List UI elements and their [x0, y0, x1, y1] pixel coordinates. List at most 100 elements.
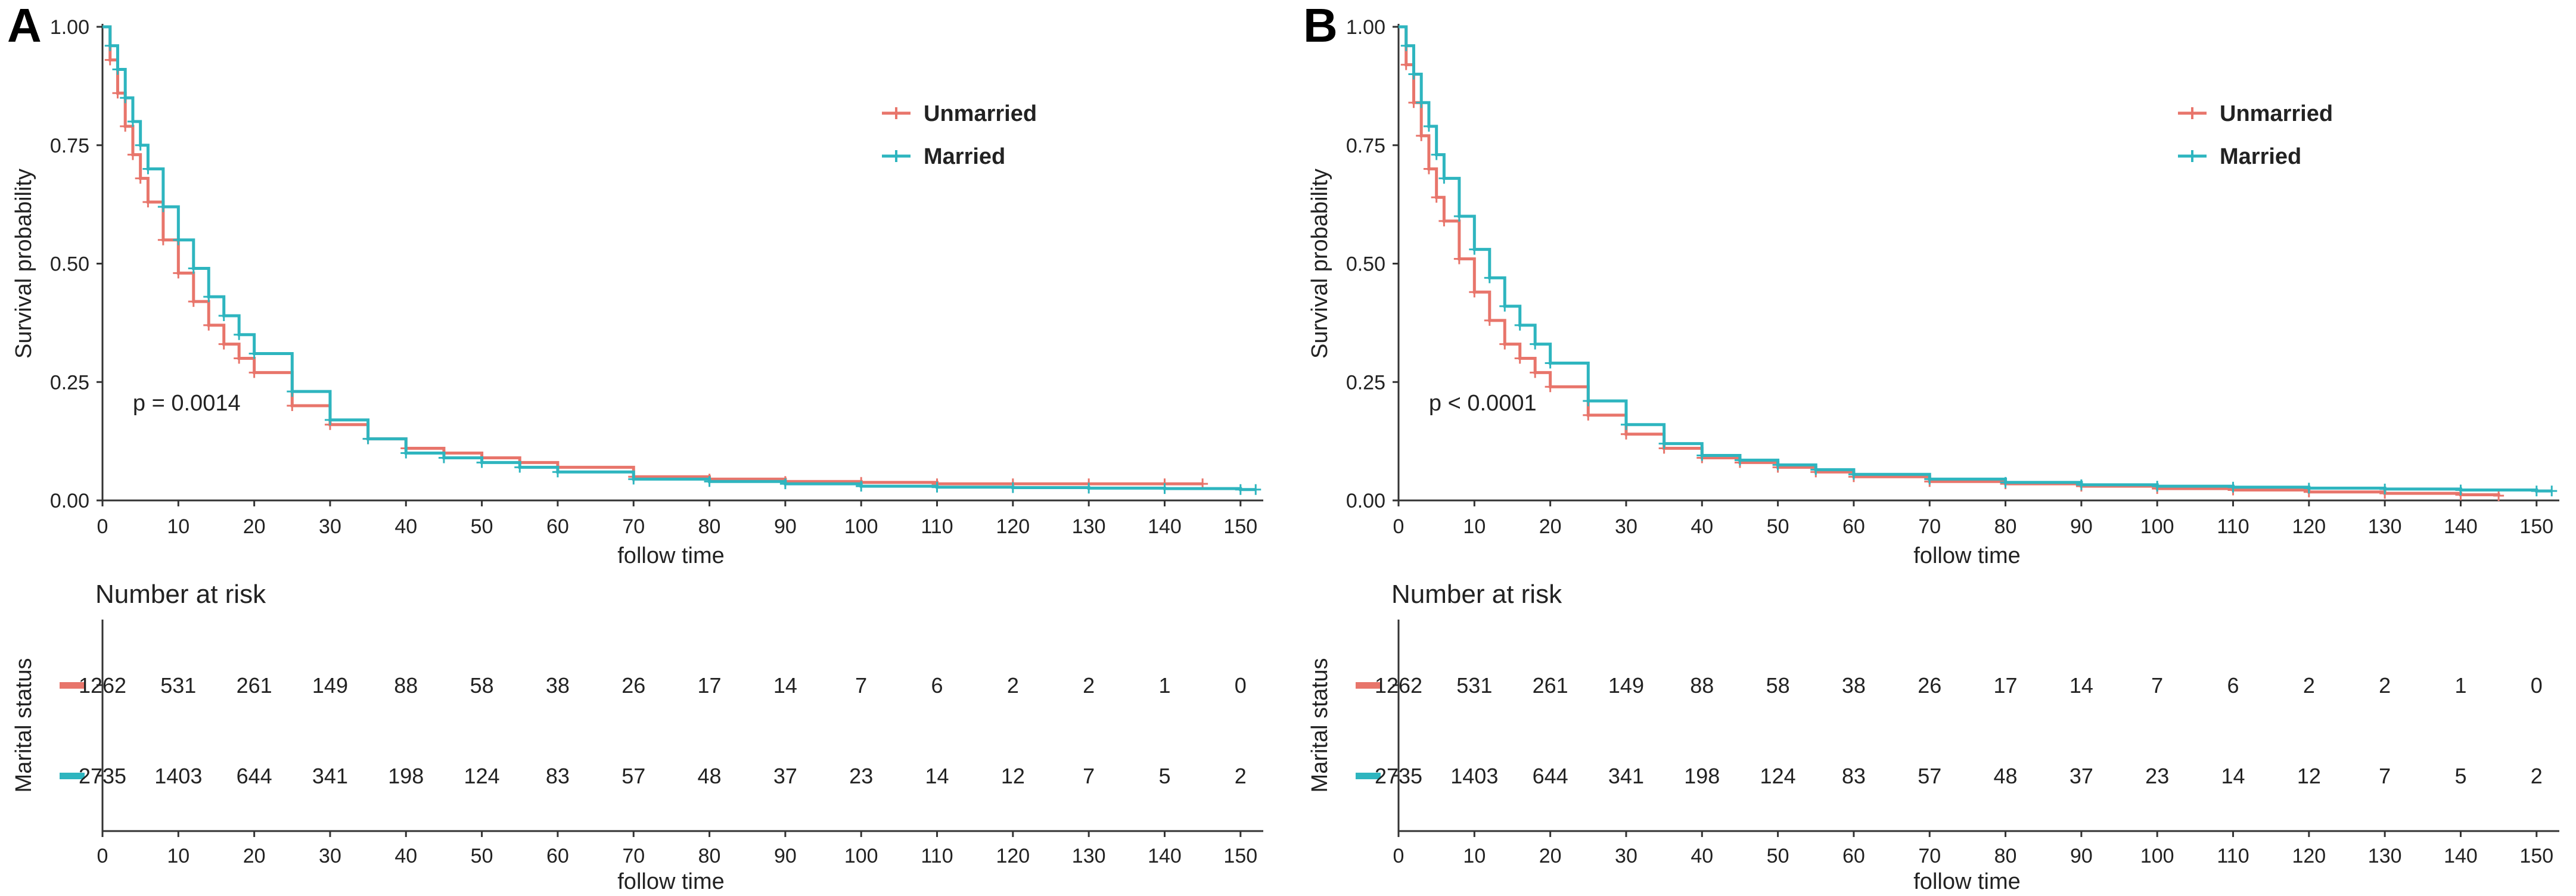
censor-mark — [1400, 59, 1412, 70]
censor-mark — [2531, 486, 2542, 497]
risk-count: 17 — [1994, 673, 2018, 698]
censor-mark — [1810, 464, 1822, 475]
x-axis-title: follow time — [1913, 543, 2021, 568]
risk-row-swatch-unmarried — [1356, 682, 1381, 689]
risk-x-tick-label: 70 — [622, 845, 645, 867]
censor-mark — [142, 163, 154, 175]
censor-mark — [476, 457, 487, 468]
p-value-label: p = 0.0014 — [133, 391, 241, 416]
risk-x-tick-label: 80 — [698, 845, 721, 867]
censor-mark — [1469, 244, 1480, 255]
x-tick-label: 60 — [546, 515, 569, 538]
risk-x-tick-label: 140 — [2444, 845, 2478, 867]
risk-x-tick-label: 90 — [774, 845, 797, 867]
risk-count: 1403 — [1450, 764, 1498, 788]
risk-x-tick-label: 130 — [2368, 845, 2402, 867]
risk-x-tick-label: 50 — [1767, 845, 1789, 867]
censor-mark — [1408, 69, 1419, 80]
censor-mark — [1250, 484, 1261, 495]
risk-x-tick-label: 110 — [2217, 845, 2249, 867]
censor-mark — [188, 263, 199, 274]
risk-count: 341 — [312, 764, 348, 788]
survival-curve-married — [1399, 25, 2552, 493]
risk-count: 7 — [2379, 764, 2391, 788]
risk-count: 2735 — [1375, 764, 1422, 788]
risk-count: 7 — [1083, 764, 1095, 788]
risk-x-tick-label: 140 — [1148, 845, 1182, 867]
y-tick-label: 0.25 — [1346, 371, 1385, 394]
risk-x-tick-label: 30 — [319, 845, 341, 867]
censor-mark — [704, 476, 715, 487]
censor-mark — [2000, 477, 2011, 488]
risk-count: 198 — [388, 764, 424, 788]
x-tick-label: 120 — [2292, 515, 2326, 538]
censor-mark — [400, 447, 412, 459]
y-tick-label: 0.50 — [50, 253, 89, 276]
panel-b: B0.000.250.500.751.000 10 20 30 40 50 60 70 80 90… — [1303, 0, 2559, 894]
risk-count: 14 — [2221, 764, 2245, 788]
risk-count: 48 — [1994, 764, 2018, 788]
risk-count: 341 — [1608, 764, 1644, 788]
risk-count: 6 — [2227, 673, 2239, 698]
x-tick-label: 50 — [471, 515, 493, 538]
censor-mark — [1499, 338, 1511, 350]
risk-count: 48 — [698, 764, 722, 788]
risk-count: 58 — [470, 673, 494, 698]
censor-mark — [203, 291, 215, 303]
censor-mark — [1499, 301, 1511, 312]
x-tick-label: 20 — [1539, 515, 1562, 538]
risk-count: 57 — [622, 764, 645, 788]
risk-count: 0 — [1235, 673, 1247, 698]
censor-mark — [1514, 353, 1525, 364]
censor-mark — [173, 267, 184, 279]
x-tick-label: 50 — [1767, 515, 1789, 538]
censor-mark — [1734, 455, 1745, 466]
risk-count: 14 — [925, 764, 949, 788]
censor-mark — [2303, 483, 2314, 494]
legend-censor-icon — [890, 107, 902, 119]
censor-mark — [1416, 97, 1427, 108]
censor-mark — [1924, 474, 1935, 485]
x-tick-label: 60 — [1842, 515, 1865, 538]
risk-x-tick-label: 60 — [546, 845, 569, 867]
risk-count: 644 — [237, 764, 272, 788]
risk-x-tick-label: 70 — [1918, 845, 1941, 867]
risk-count: 17 — [698, 673, 722, 698]
y-axis-title: Survival probability — [11, 169, 36, 359]
risk-x-tick-label: 20 — [243, 845, 266, 867]
censor-mark — [1469, 287, 1480, 298]
risk-x-tick-label: 20 — [1539, 845, 1562, 867]
censor-mark — [1438, 215, 1450, 226]
censor-mark — [1583, 409, 1594, 421]
censor-mark — [112, 88, 123, 99]
survival-curve-unmarried — [102, 25, 1203, 486]
censor-mark — [1530, 367, 1541, 378]
risk-count: 124 — [1760, 764, 1796, 788]
y-tick-label: 0.00 — [1346, 490, 1385, 512]
x-tick-label: 10 — [167, 515, 189, 538]
censor-mark — [931, 481, 943, 493]
x-tick-label: 10 — [1463, 515, 1486, 538]
risk-row-swatch-unmarried — [60, 682, 85, 689]
risk-x-tick-label: 80 — [1994, 845, 2017, 867]
x-tick-label: 20 — [243, 515, 266, 538]
y-axis-title: Survival probability — [1307, 169, 1332, 359]
x-tick-label: 90 — [774, 515, 797, 538]
risk-count: 83 — [546, 764, 570, 788]
risk-x-tick-label: 30 — [1615, 845, 1637, 867]
panel-letter: B — [1303, 0, 1338, 52]
risk-count: 7 — [2151, 673, 2163, 698]
risk-count: 23 — [2145, 764, 2169, 788]
risk-count: 2 — [2379, 673, 2391, 698]
y-tick-label: 0.00 — [50, 490, 89, 512]
censor-mark — [2546, 486, 2558, 497]
censor-mark — [234, 329, 245, 340]
censor-mark — [248, 348, 260, 359]
risk-count: 149 — [1608, 673, 1644, 698]
risk-count: 124 — [464, 764, 500, 788]
censor-mark — [324, 414, 335, 425]
p-value-label: p < 0.0001 — [1429, 391, 1537, 416]
risk-x-tick-label: 0 — [1393, 845, 1404, 867]
censor-mark — [552, 466, 563, 478]
censor-mark — [203, 319, 215, 331]
